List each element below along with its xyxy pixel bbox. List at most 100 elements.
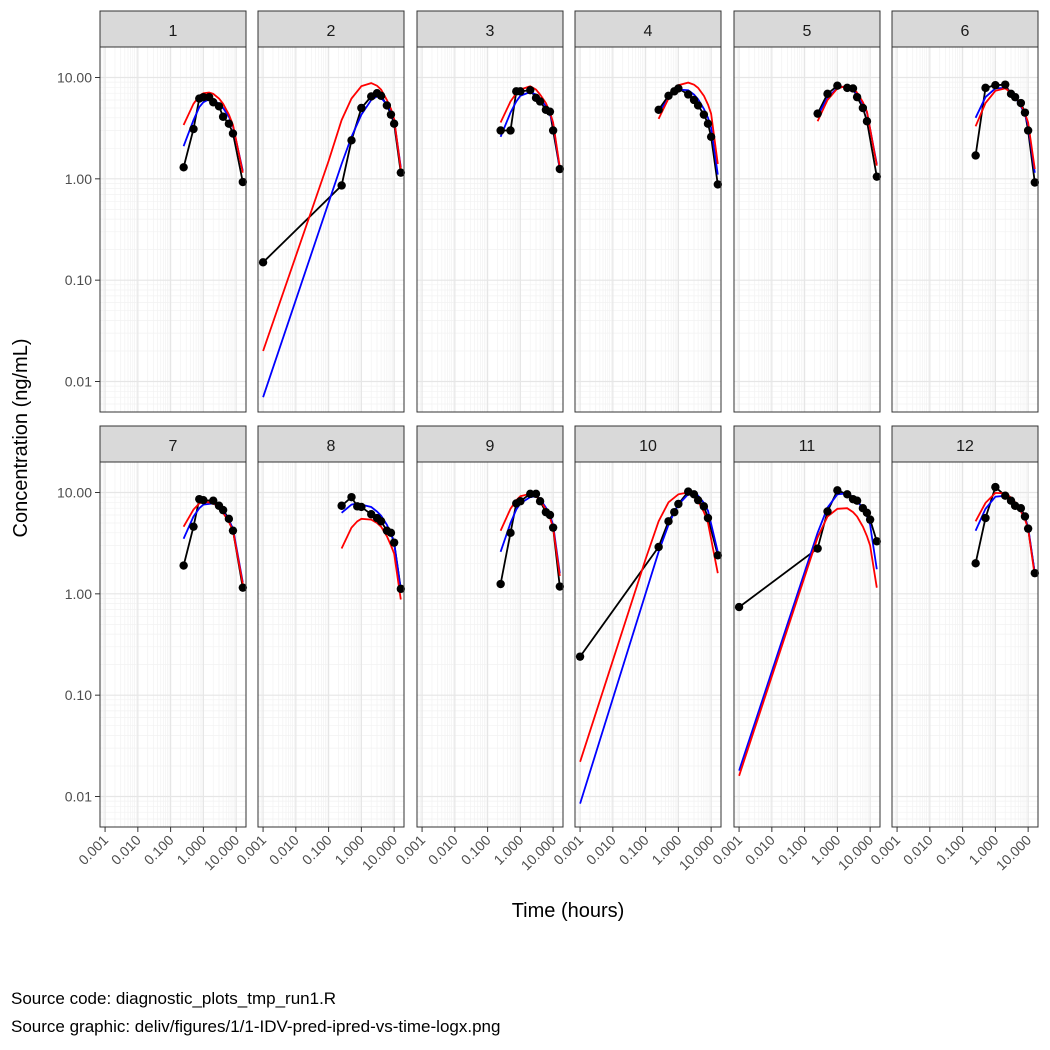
facet-label: 12 bbox=[956, 438, 974, 455]
observed-point bbox=[555, 582, 565, 591]
ipred-line bbox=[738, 507, 878, 777]
observed-point bbox=[389, 538, 399, 547]
observed-point bbox=[526, 85, 535, 95]
caption-source-graphic: Source graphic: deliv/figures/1/1-IDV-pr… bbox=[11, 1017, 501, 1036]
x-tick-label: 0.001 bbox=[75, 832, 111, 868]
observed-point bbox=[713, 180, 723, 189]
facet-label: 1 bbox=[169, 23, 178, 40]
observed-point bbox=[1001, 491, 1010, 500]
y-tick-label: 1.00 bbox=[65, 586, 92, 602]
facet-strip bbox=[416, 10, 564, 48]
observed-point bbox=[823, 89, 832, 99]
x-tick-label: 0.100 bbox=[458, 832, 494, 868]
observed-point bbox=[506, 126, 515, 135]
observed-point bbox=[516, 87, 525, 96]
observed-point bbox=[545, 510, 555, 520]
panel-background bbox=[258, 47, 404, 412]
x-tick-label: 0.001 bbox=[392, 832, 428, 868]
y-axis-title: Concentration (ng/mL) bbox=[10, 339, 32, 538]
observed-point bbox=[1010, 92, 1020, 102]
observed-point bbox=[664, 91, 673, 100]
observed-point bbox=[852, 496, 862, 505]
panel-border bbox=[99, 46, 247, 413]
facet-strip bbox=[257, 10, 405, 48]
observed-point bbox=[674, 499, 683, 509]
observed-point bbox=[684, 90, 693, 99]
observed-point bbox=[1030, 178, 1040, 187]
observed-point bbox=[813, 109, 822, 118]
facet-label: 10 bbox=[639, 438, 657, 455]
observed-point bbox=[199, 495, 208, 505]
panel-background bbox=[734, 47, 880, 412]
facet-strip bbox=[733, 425, 881, 463]
observed-point bbox=[496, 126, 505, 135]
observed-point bbox=[703, 119, 713, 128]
x-tick-label: 0.001 bbox=[709, 832, 745, 868]
observed-point bbox=[981, 513, 990, 523]
ipred-line bbox=[499, 85, 561, 168]
observed-point bbox=[526, 489, 535, 499]
observed-point bbox=[971, 559, 980, 568]
observed-point bbox=[506, 528, 515, 538]
facet-strip bbox=[891, 425, 1039, 463]
observed-point bbox=[1020, 108, 1030, 117]
observed-point bbox=[1016, 504, 1026, 513]
y-tick-label: 1.00 bbox=[65, 171, 92, 187]
observed-point bbox=[843, 490, 852, 499]
facet-label: 4 bbox=[644, 23, 653, 40]
facet-panel-1: 1 0.01 0.10 1.00 10.00 bbox=[57, 10, 248, 413]
x-tick-label: 0.010 bbox=[900, 832, 936, 868]
panel-border bbox=[733, 461, 881, 828]
observed-point bbox=[1016, 98, 1026, 108]
observed-point bbox=[981, 83, 990, 93]
observed-point bbox=[852, 92, 862, 102]
x-tick-label: 0.010 bbox=[266, 832, 302, 868]
facet-strip bbox=[574, 10, 722, 48]
panel-border bbox=[574, 461, 722, 828]
panel-border bbox=[891, 46, 1039, 413]
facet-label: 2 bbox=[327, 23, 336, 40]
observed-point bbox=[396, 584, 406, 594]
x-tick-label: 0.001 bbox=[233, 832, 269, 868]
panel-border bbox=[733, 46, 881, 413]
observed-point bbox=[209, 496, 218, 505]
facet-strip bbox=[733, 10, 881, 48]
observed-point bbox=[703, 513, 713, 523]
x-tick-label: 0.100 bbox=[299, 832, 335, 868]
facet-label: 6 bbox=[961, 23, 970, 40]
observed-point bbox=[1020, 512, 1030, 521]
observed-point bbox=[689, 490, 699, 499]
observed-point bbox=[1023, 126, 1033, 135]
observed-point bbox=[386, 528, 396, 538]
facet-panel-2: 2 bbox=[257, 10, 406, 413]
facet-label: 3 bbox=[486, 23, 495, 40]
observed-point bbox=[699, 502, 709, 511]
facet-strip bbox=[891, 10, 1039, 48]
panel-background bbox=[100, 462, 246, 827]
observed-point bbox=[813, 544, 822, 553]
y-tick-label: 10.00 bbox=[57, 485, 92, 501]
observed-point bbox=[386, 110, 396, 119]
observed-point bbox=[872, 537, 882, 546]
observed-point bbox=[357, 103, 366, 113]
observed-point bbox=[699, 110, 709, 119]
observed-point bbox=[347, 492, 356, 502]
y-tick-label: 10.00 bbox=[57, 70, 92, 86]
panel-background bbox=[892, 47, 1038, 412]
panel-background bbox=[100, 47, 246, 412]
observed-point bbox=[862, 508, 872, 518]
panel-border bbox=[257, 461, 405, 828]
observed-point bbox=[693, 101, 703, 110]
observed-point bbox=[347, 136, 356, 145]
x-tick-label: 0.100 bbox=[775, 832, 811, 868]
facet-strip bbox=[416, 425, 564, 463]
panel-border bbox=[574, 46, 722, 413]
observed-point bbox=[991, 80, 1000, 90]
facet-strip bbox=[99, 425, 247, 463]
facet-label: 9 bbox=[486, 438, 495, 455]
panel-background bbox=[892, 462, 1038, 827]
observed-point bbox=[258, 258, 268, 267]
